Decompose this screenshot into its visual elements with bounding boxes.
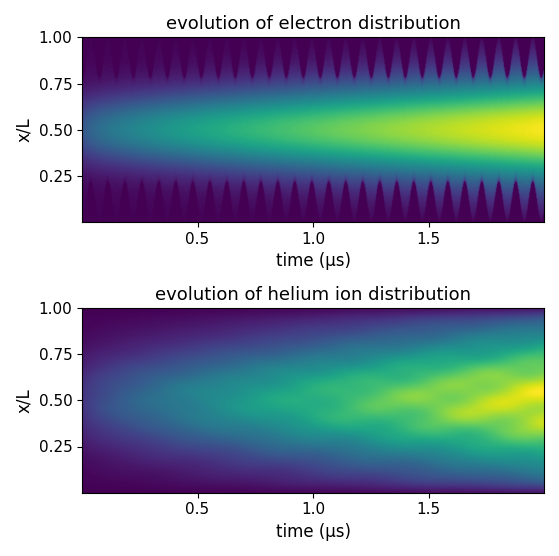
Title: evolution of electron distribution: evolution of electron distribution: [165, 15, 461, 33]
Y-axis label: x/L: x/L: [15, 117, 33, 142]
Title: evolution of helium ion distribution: evolution of helium ion distribution: [155, 285, 471, 304]
X-axis label: time (μs): time (μs): [276, 523, 350, 541]
X-axis label: time (μs): time (μs): [276, 252, 350, 271]
Y-axis label: x/L: x/L: [15, 388, 33, 413]
